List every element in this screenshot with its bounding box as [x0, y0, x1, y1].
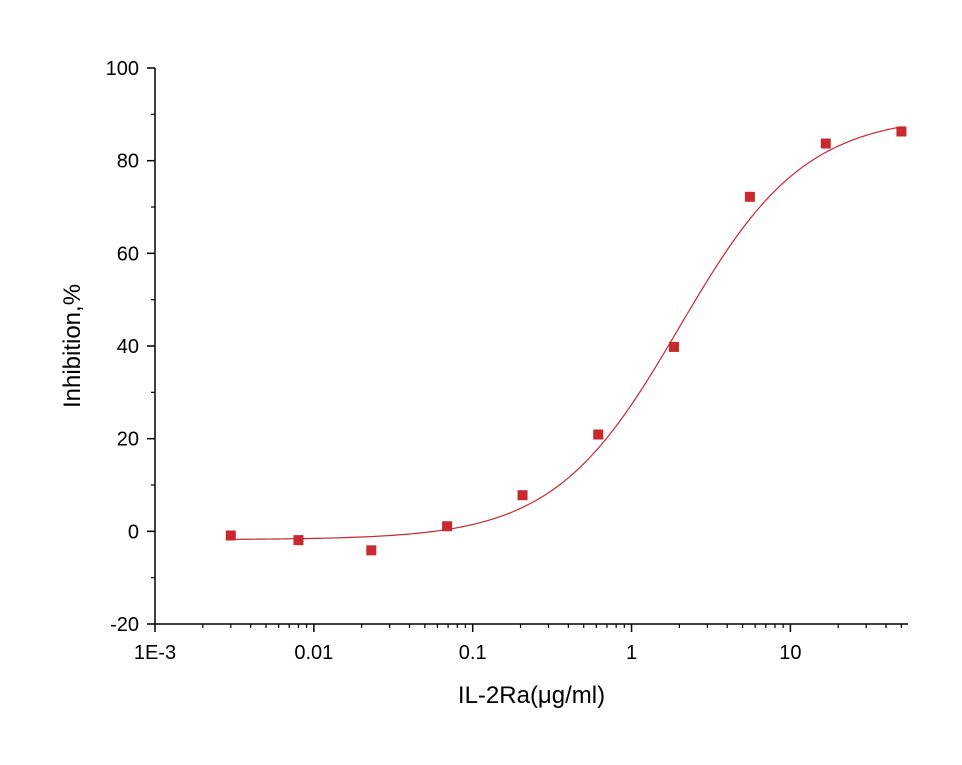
ticks: -20 0 20 40 60 80 100 1E-3 0.01 0.1 1 10: [106, 58, 903, 664]
y-tick-label: 100: [106, 58, 139, 80]
y-tick-label: 40: [117, 336, 139, 358]
y-tick-label: 0: [128, 521, 139, 543]
data-point: [896, 126, 907, 137]
x-tick-label: 10: [779, 642, 801, 664]
x-tick-label: 1: [626, 642, 637, 664]
y-tick-label: -20: [110, 614, 139, 636]
fit-curve-group: [230, 126, 902, 540]
data-points: [225, 126, 907, 556]
x-tick-label: 1E-3: [134, 642, 176, 664]
data-point: [517, 490, 528, 501]
y-tick-label: 20: [117, 429, 139, 451]
y-tick-label: 80: [117, 151, 139, 173]
data-point: [744, 191, 755, 202]
x-axis-title: IL-2Ra(μg/ml): [458, 682, 605, 709]
data-point: [442, 521, 453, 532]
data-point: [225, 530, 236, 541]
x-tick-label: 0.1: [459, 642, 487, 664]
data-point: [366, 545, 377, 556]
y-axis-title: Inhibition,%: [59, 284, 86, 408]
y-tick-label: 60: [117, 243, 139, 265]
x-tick-label: 0.01: [294, 642, 333, 664]
data-point: [593, 429, 604, 440]
data-point: [293, 535, 304, 546]
axes: [154, 68, 908, 625]
data-point: [668, 341, 679, 352]
fit-curve: [230, 126, 902, 540]
data-point: [820, 138, 831, 149]
